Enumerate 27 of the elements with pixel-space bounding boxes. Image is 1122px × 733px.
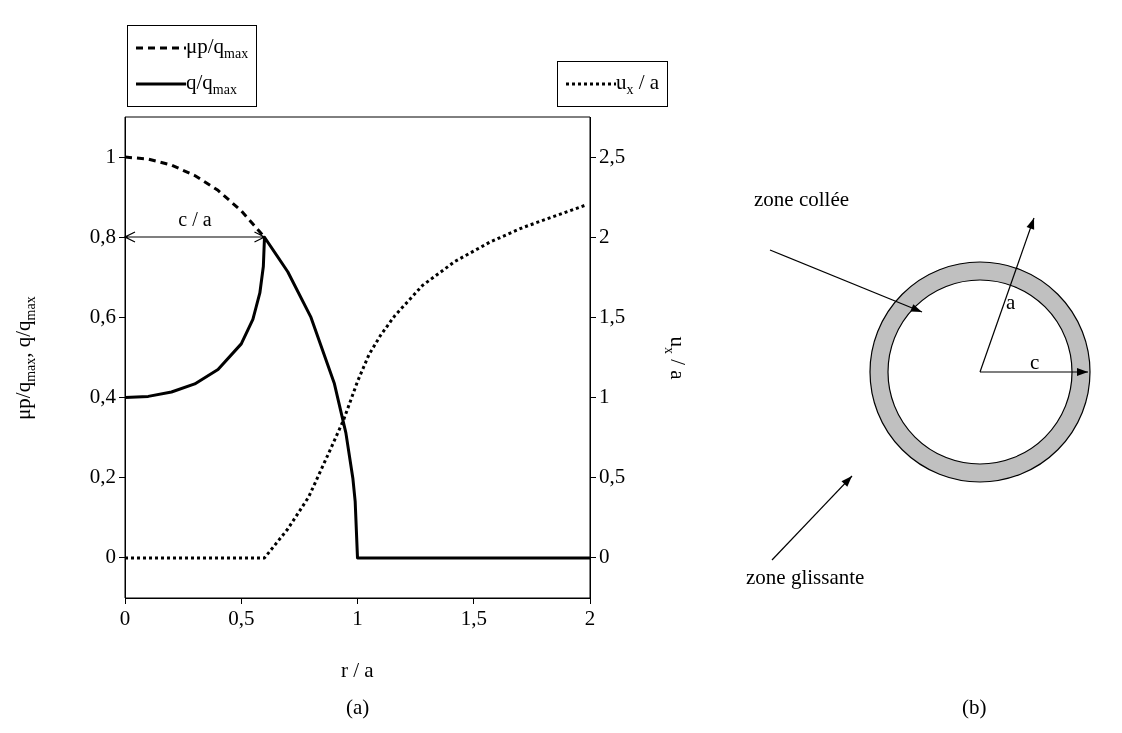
x-tick-label: 0,5: [228, 606, 255, 631]
x-tick-label: 1: [352, 606, 363, 631]
text: zone glissante: [746, 565, 865, 590]
y2-tick-label: 0,5: [599, 464, 626, 489]
y2-tick-label: 2: [599, 223, 610, 248]
x-tick-label: 1,5: [460, 606, 487, 631]
text: (b): [962, 695, 987, 720]
y-tick-label: 0: [105, 544, 116, 569]
y-tick-label: 0,8: [89, 223, 116, 248]
legend-label: u$_{x}$ / a: [616, 69, 660, 99]
y2-tick-label: 1: [599, 384, 610, 409]
y2-tick-label: 0: [599, 544, 610, 569]
y-tick-label: 1: [105, 143, 116, 168]
legend-label: q/q$_{max}$: [186, 69, 237, 99]
text: c: [1030, 350, 1040, 375]
y2-tick-label: 2,5: [599, 143, 626, 168]
y2-tick-label: 1,5: [599, 303, 626, 328]
y-tick-label: 0,4: [89, 384, 117, 409]
text: (a): [346, 695, 370, 720]
y-tick-label: 0,2: [89, 464, 116, 489]
annotation: c / a: [178, 208, 212, 232]
x-axis-title: r / a: [341, 658, 374, 683]
x-tick-label: 2: [584, 606, 596, 631]
legend-label: μp/q$_{max}$: [186, 33, 249, 63]
text: a: [1006, 290, 1016, 315]
text: zone collée: [754, 187, 850, 212]
y-tick-label: 0,6: [89, 303, 116, 328]
